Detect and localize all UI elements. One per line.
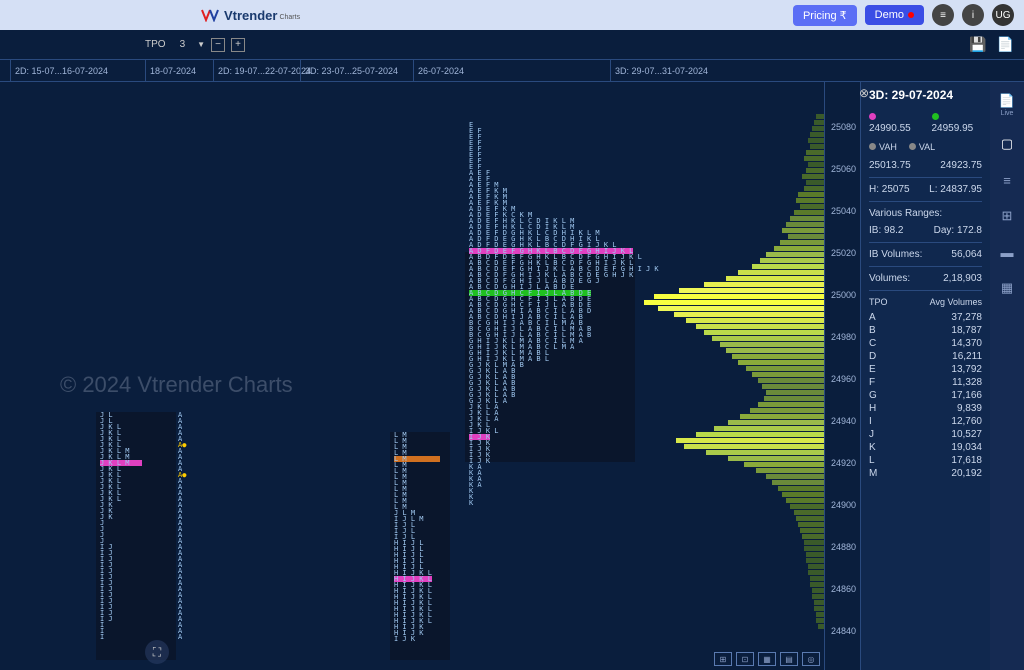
watermark: © 2024 Vtrender Charts [60,372,293,398]
timeline-item: 2D: 15-07...16-07-2024 [10,60,108,81]
tpo-value: 3 [180,39,186,50]
chevron-down-icon[interactable]: ▼ [197,40,205,49]
tpo-row: D16,211 [869,350,982,363]
close-icon[interactable]: ⊗ [859,86,869,100]
icon-strip: 📄Live ▢ ≡ ⊞ ▬ ▦ [990,82,1024,670]
info-icon[interactable]: i [962,4,984,26]
tpo-row: I12,760 [869,415,982,428]
panel-icon[interactable]: ▢ [998,135,1016,153]
logo: Vtrender Charts [200,8,302,23]
tpo-row: A37,278 [869,311,982,324]
timeline-item: 2D: 19-07...22-07-2024 [213,60,311,81]
view-icon-5[interactable]: ◎ [802,652,820,666]
grid-icon[interactable]: ⊞ [998,207,1016,225]
save-icon[interactable]: 💾 [969,36,986,53]
dot-icon [869,113,876,120]
tpo-row: K19,034 [869,441,982,454]
tpo-row: H9,839 [869,402,982,415]
tpo-table: A37,278B18,787C14,370D16,211E13,792F11,3… [869,311,982,480]
tpo-row: L17,618 [869,454,982,467]
toolbar: TPO 3 ▼ − + 💾 📄 [0,30,1024,60]
tpo-row: B18,787 [869,324,982,337]
timeline-item: 26-07-2024 [413,60,464,81]
expand-icon[interactable]: ⛶ [145,640,169,664]
profile-small-2: AAAAAA●AAAAA●AAAAAAAAAAAAAAAAAAAAAAAAAAA [178,412,186,640]
logo-text: Vtrender [224,8,277,23]
info-panel: ⊗ 3D: 29-07-2024 24990.55 24959.95 VAH V… [860,82,990,670]
timeline: 2D: 15-07...16-07-2024 18-07-2024 2D: 19-0… [0,60,1024,82]
plus-button[interactable]: + [231,38,245,52]
tpo-row: C14,370 [869,337,982,350]
live-icon[interactable]: 📄Live [998,92,1016,117]
export-icon[interactable]: 📄 [997,36,1014,53]
tpo-row: E13,792 [869,363,982,376]
dot-icon [909,143,916,150]
timeline-item: 3D: 23-07...25-07-2024 [300,60,398,81]
dot-icon [932,113,939,120]
price-axis: 2508025060250402502025000249802496024940… [824,82,860,670]
menu-icon[interactable]: ≡ [932,4,954,26]
profile-main: EE FE FE FE FE FE FE FA E FA E FA E F MA… [469,122,659,506]
view-icon-2[interactable]: ⊡ [736,652,754,666]
view-icon-1[interactable]: ⊞ [714,652,732,666]
chart-area: © 2024 Vtrender Charts J LJ LJ K LJ K LJ… [0,82,860,670]
tpo-row: J10,527 [869,428,982,441]
timeline-item: 18-07-2024 [145,60,196,81]
pricing-button[interactable]: Pricing ₹ [793,5,857,26]
user-avatar[interactable]: UG [992,4,1014,26]
ranges-title: Various Ranges: [869,208,982,219]
tpo-row: F11,328 [869,376,982,389]
tpo-label: TPO [145,39,166,50]
minus-button[interactable]: − [211,38,225,52]
view-icon-3[interactable]: ▦ [758,652,776,666]
tpo-row: M20,192 [869,467,982,480]
tpo-row: G17,166 [869,389,982,402]
demo-button[interactable]: Demo [865,5,924,25]
bottom-icons: ⊞ ⊡ ▦ ▤ ◎ [714,652,820,666]
list-icon[interactable]: ≡ [998,171,1016,189]
view-icon-4[interactable]: ▤ [780,652,798,666]
bars-icon[interactable]: ▬ [998,243,1016,261]
topbar: Vtrender Charts Pricing ₹ Demo ≡ i UG [0,0,1024,30]
panel-date: 3D: 29-07-2024 [869,88,982,102]
dot-icon [869,143,876,150]
table-icon[interactable]: ▦ [998,279,1016,297]
record-icon [908,12,914,18]
profile-small-1: J LJ LJ K LJ K LJ K LJ K LJ K L MJ K L M… [100,412,142,640]
logo-subtitle: Charts [279,14,300,21]
profile-small-3: L ML ML ML ML M L ML ML ML ML ML ML ML M… [394,432,440,642]
timeline-item: 3D: 29-07...31-07-2024 [610,60,708,81]
